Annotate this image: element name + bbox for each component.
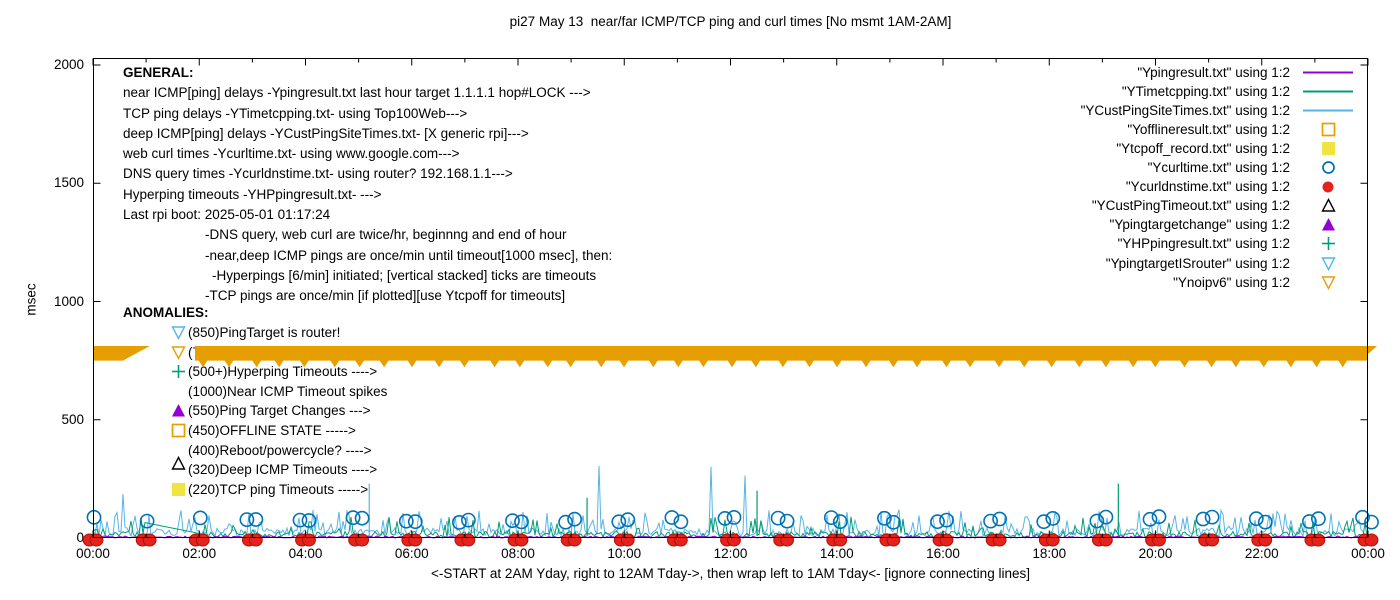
x-tick-label: 00:00	[76, 546, 110, 561]
y-tick-label: 1000	[53, 293, 84, 309]
legend-row: "YHPpingresult.txt" using 1:2	[995, 234, 1370, 253]
line-icon	[1296, 63, 1360, 82]
anomalies-heading: ANOMALIES:	[123, 305, 209, 320]
general-line: -DNS query, web curl are twice/hr, begin…	[205, 227, 567, 243]
anomaly-row: (220)TCP ping Timeouts ----->	[172, 480, 369, 500]
triangle-down-open-icon	[171, 325, 187, 341]
legend-row: "YTimetcpping.txt" using 1:2	[995, 82, 1370, 101]
general-block: GENERAL: near ICMP[ping] delays -Ypingre…	[123, 63, 612, 307]
legend-row: "Ycurldnstime.txt" using 1:2	[995, 177, 1370, 196]
anomaly-label: (220)TCP ping Timeouts ----->	[188, 481, 369, 497]
anomaly-label: (400)Reboot/powercycle? ---->	[188, 442, 372, 458]
general-line: -Hyperpings [6/min] initiated; [vertical…	[212, 267, 597, 283]
triangle-down-open-icon	[1296, 254, 1360, 273]
triangle-up-filled-icon	[171, 403, 187, 419]
general-line: near ICMP[ping] delays -Ypingresult.txt …	[123, 85, 591, 101]
legend-label: "YTimetcpping.txt" using 1:2	[1121, 84, 1290, 100]
x-tick-label: 06:00	[394, 546, 429, 561]
x-tick-label: 08:00	[501, 546, 535, 561]
circle-filled-icon	[1296, 177, 1360, 196]
general-line: -TCP pings are once/min [if plotted][use…	[205, 288, 566, 304]
x-tick-label: 04:00	[288, 546, 323, 561]
x-tick-label: 18:00	[1032, 546, 1067, 561]
anomaly-row: (850)PingTarget is router!	[171, 323, 341, 343]
legend-row: "Ypingresult.txt" using 1:2	[995, 63, 1370, 82]
y-tick-label: 1500	[53, 175, 84, 191]
anomaly-label: (320)Deep ICMP Timeouts ---->	[188, 462, 378, 478]
x-tick-label: 10:00	[607, 546, 642, 561]
legend-row: "Ytcpoff_record.txt" using 1:2	[995, 139, 1370, 158]
legend-label: "Ypingresult.txt" using 1:2	[1137, 65, 1290, 80]
general-line: -near,deep ICMP pings are once/min until…	[205, 247, 613, 263]
general-line: web curl times -Ycurltime.txt- using www…	[123, 146, 460, 162]
plot-canvas	[82, 58, 1379, 547]
square-open-icon	[1296, 120, 1360, 139]
triangle-up-filled-icon	[1296, 215, 1360, 234]
plus-icon	[171, 364, 187, 380]
line-icon	[1296, 101, 1360, 120]
legend-row: "Ynoipv6" using 1:2	[995, 273, 1370, 292]
legend-row: "Ycurltime.txt" using 1:2	[995, 158, 1370, 177]
general-line: Last rpi boot: 2025-05-01 01:17:24	[123, 207, 331, 223]
square-filled-icon	[1296, 139, 1360, 158]
triangle-down-open-icon	[1296, 273, 1360, 292]
general-line: DNS query times -Ycurldnstime.txt- using…	[123, 166, 513, 182]
square-open-icon	[171, 423, 187, 439]
triangle-up-open-icon	[171, 456, 187, 472]
x-tick-label: 02:00	[182, 546, 217, 561]
legend-label: "Yofflineresult.txt" using 1:2	[1127, 122, 1290, 138]
legend-label: "Ypingtargetchange" using 1:2	[1109, 217, 1290, 233]
anomaly-row: (320)Deep ICMP Timeouts ---->	[171, 456, 378, 480]
legend-row: "Ypingtargetchange" using 1:2	[995, 215, 1370, 234]
anomaly-label: (450)OFFLINE STATE ----->	[188, 423, 356, 438]
x-tick-label: 16:00	[926, 546, 960, 561]
general-line: TCP ping delays -YTimetcpping.txt- using…	[123, 105, 468, 121]
line-icon	[1296, 82, 1360, 101]
x-axis-caption: <-START at 2AM Yday, right to 12AM Tday-…	[431, 566, 1030, 581]
y-tick-label: 500	[61, 411, 84, 427]
legend-label: "YHPpingresult.txt" using 1:2	[1117, 236, 1290, 252]
anomalies-block: ANOMALIES: (850)PingTarget is router!(78…	[123, 302, 387, 497]
anomaly-row: (400)Reboot/powercycle? ---->	[188, 441, 371, 461]
general-line: deep ICMP[ping] delays -YCustPingSiteTim…	[123, 125, 529, 141]
legend-label: "YCustPingSiteTimes.txt" using 1:2	[1080, 103, 1290, 119]
general-line: Hyperping timeouts -YHPpingresult.txt- -…	[123, 186, 382, 202]
x-tick-label: 22:00	[1244, 546, 1279, 561]
x-tick-label: 20:00	[1138, 546, 1173, 561]
x-tick-label: 00:00	[1351, 546, 1385, 561]
x-tick-label: 12:00	[713, 546, 748, 561]
anomaly-row: (450)OFFLINE STATE ----->	[171, 421, 356, 441]
x-tick-label: 14:00	[819, 546, 854, 561]
legend-row: "YCustPingTimeout.txt" using 1:2	[995, 196, 1370, 215]
legend-label: "Ynoipv6" using 1:2	[1173, 274, 1290, 290]
anomaly-row: (500+)Hyperping Timeouts ---->	[172, 362, 378, 382]
legend-label: "Ycurltime.txt" using 1:2	[1147, 160, 1290, 176]
plus-icon	[1296, 234, 1360, 253]
general-heading: GENERAL:	[123, 65, 194, 80]
legend-label: "Ytcpoff_record.txt" using 1:2	[1116, 141, 1290, 157]
legend-row: "Yofflineresult.txt" using 1:2	[995, 120, 1370, 139]
y-tick-label: 2000	[53, 57, 84, 72]
anomaly-label: (550)Ping Target Changes --->	[188, 403, 371, 419]
legend-label: "YpingtargetISrouter" using 1:2	[1105, 255, 1290, 271]
legend-row: "YCustPingSiteTimes.txt" using 1:2	[995, 101, 1370, 120]
circle-open-icon	[1296, 158, 1360, 177]
legend-row: "YpingtargetISrouter" using 1:2	[995, 254, 1370, 273]
chart-title: pi27 May 13 near/far ICMP/TCP ping and c…	[509, 14, 952, 29]
triangle-up-open-icon	[1296, 196, 1360, 215]
square-filled-icon	[171, 482, 187, 498]
legend-label: "Ycurldnstime.txt" using 1:2	[1125, 179, 1290, 195]
anomaly-label: (850)PingTarget is router!	[188, 325, 341, 340]
y-tick-label: 0	[76, 530, 84, 545]
anomaly-row: (1000)Near ICMP Timeout spikes	[188, 382, 387, 402]
anomaly-label: (1000)Near ICMP Timeout spikes	[188, 383, 388, 399]
legend-label: "YCustPingTimeout.txt" using 1:2	[1091, 198, 1290, 214]
anomaly-row: (550)Ping Target Changes --->	[172, 401, 371, 421]
triangle-down-open-icon	[171, 345, 187, 361]
anomaly-label: (500+)Hyperping Timeouts ---->	[188, 364, 378, 380]
